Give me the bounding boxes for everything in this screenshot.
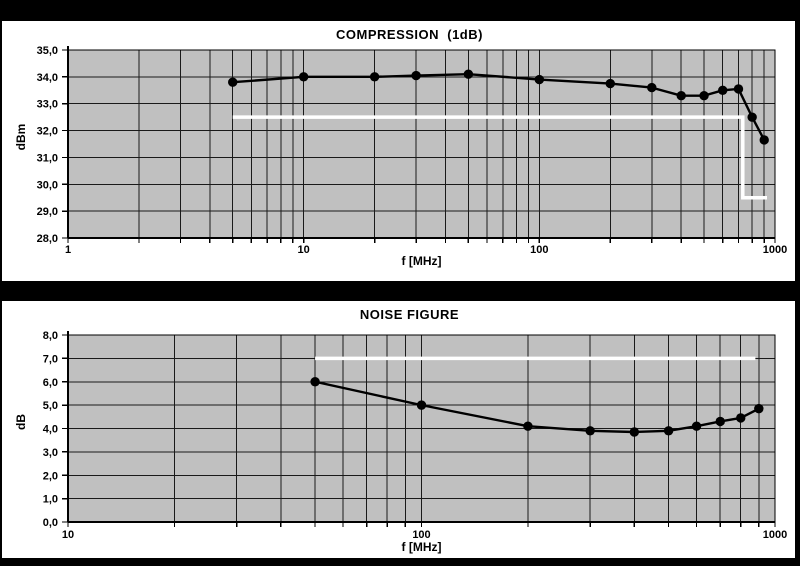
noise-figure-chart-panel: NOISE FIGURE dB 8,0 7,0 6,0 5,0 4,0 3,0 2,0 1,0… [2, 301, 795, 558]
compression-chart-plot: 35,0 34,0 33,0 32,0 31,0 30,0 29,0 28,0 1 10 100 10… [37, 45, 788, 256]
y-tick-label: 28,0 [37, 233, 58, 245]
y-tick-label: 34,0 [37, 72, 58, 84]
noise-figure-chart-title: NOISE FIGURE [359, 307, 460, 322]
x-tick-label: 100 [412, 529, 430, 541]
noise-figure-x-axis-label: f [MHz] [401, 540, 442, 554]
compression-chart-title: COMPRESSION (1dB) [336, 27, 483, 42]
x-tick-label: 1000 [763, 244, 787, 256]
x-tick-label: 10 [298, 244, 310, 256]
compression-x-axis-label: f [MHz] [401, 254, 442, 268]
plot-area [68, 50, 775, 238]
tick-labels: 8,0 7,0 6,0 5,0 4,0 3,0 2,0 1,0 0,0 10 100 1000 [43, 330, 788, 541]
y-tick-label: 33,0 [37, 99, 58, 111]
tick-labels: 35,0 34,0 33,0 32,0 31,0 30,0 29,0 28,0 1 10 100 10… [37, 45, 788, 256]
y-tick-label: 6,0 [43, 377, 58, 389]
compression-chart-panel: COMPRESSION (1dB) dBm 35,0 34,0 33,0 32,0 31… [2, 21, 795, 281]
y-tick-label: 2,0 [43, 470, 58, 482]
noise-figure-chart-plot: 8,0 7,0 6,0 5,0 4,0 3,0 2,0 1,0 0,0 10 100 1000 [43, 330, 788, 541]
x-tick-label: 1000 [763, 529, 787, 541]
x-tick-label: 100 [530, 244, 548, 256]
y-tick-label: 8,0 [43, 330, 58, 342]
y-tick-label: 32,0 [37, 126, 58, 138]
x-tick-label: 1 [65, 244, 71, 256]
y-tick-label: 3,0 [43, 447, 58, 459]
noise-figure-line [314, 380, 760, 434]
y-tick-label: 5,0 [43, 400, 58, 412]
y-tick-label: 1,0 [43, 494, 58, 506]
noise-figure-markers [310, 377, 764, 437]
x-tick-label: 10 [62, 529, 74, 541]
y-tick-label: 31,0 [37, 152, 58, 164]
y-tick-label: 30,0 [37, 179, 58, 191]
y-tick-label: 35,0 [37, 45, 58, 57]
y-tick-label: 29,0 [37, 206, 58, 218]
y-tick-label: 7,0 [43, 353, 58, 365]
y-tick-label: 0,0 [43, 517, 58, 529]
compression-1dB-markers [228, 69, 769, 145]
spec-limit-line [232, 115, 768, 200]
y-tick-label: 4,0 [43, 424, 58, 436]
